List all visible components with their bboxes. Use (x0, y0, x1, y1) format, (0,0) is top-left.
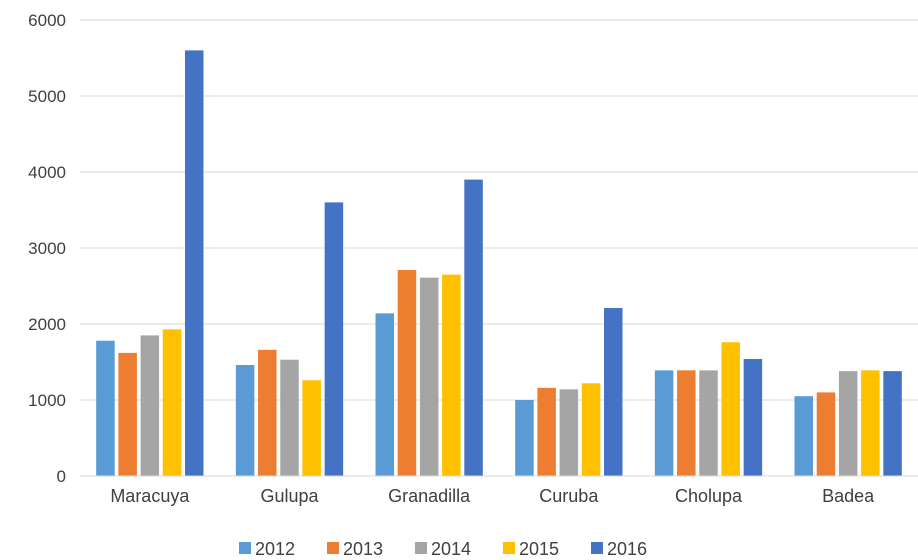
y-tick-label: 1000 (28, 391, 66, 410)
x-tick-label: Badea (822, 486, 875, 506)
bar-maracuya-2012 (96, 340, 115, 476)
legend-swatch (503, 542, 515, 554)
bar-maracuya-2013 (118, 352, 137, 476)
bar-gulupa-2014 (280, 359, 299, 476)
bar-curuba-2014 (559, 389, 579, 476)
bar-badea-2012 (794, 396, 814, 476)
bar-gulupa-2016 (324, 202, 344, 476)
y-tick-label: 2000 (28, 315, 66, 334)
legend-label: 2015 (519, 539, 559, 559)
bar-maracuya-2016 (184, 50, 204, 477)
x-axis: Maracuya Gulupa Granadilla Curuba Cholupa Bad… (110, 486, 875, 506)
y-tick-label: 0 (57, 467, 66, 486)
legend-swatch (327, 542, 339, 554)
bar-gulupa-2013 (258, 349, 277, 476)
y-axis: 0 1000 2000 3000 4000 5000 6000 (28, 11, 66, 486)
bar-curuba-2013 (537, 387, 556, 476)
bar-badea-2014 (838, 371, 858, 476)
legend-label: 2014 (431, 539, 471, 559)
legend-item-2014: 2014 (415, 539, 471, 559)
bars (96, 50, 902, 477)
legend-label: 2012 (255, 539, 295, 559)
bar-granadilla-2013 (397, 270, 417, 476)
bar-curuba-2012 (515, 400, 534, 476)
x-tick-label: Gulupa (260, 486, 319, 506)
x-tick-label: Cholupa (675, 486, 743, 506)
bar-maracuya-2015 (162, 329, 182, 476)
bar-granadilla-2015 (442, 274, 461, 476)
bar-granadilla-2016 (464, 179, 483, 476)
bar-badea-2013 (816, 392, 836, 476)
bar-badea-2016 (883, 371, 902, 476)
bar-gulupa-2015 (302, 380, 321, 476)
legend-swatch (239, 542, 251, 554)
y-tick-label: 3000 (28, 239, 66, 258)
bar-maracuya-2014 (140, 335, 160, 476)
bar-curuba-2016 (603, 308, 623, 476)
bar-cholupa-2012 (654, 370, 674, 476)
bar-badea-2015 (861, 370, 880, 476)
x-tick-label: Curuba (539, 486, 599, 506)
legend-label: 2016 (607, 539, 647, 559)
legend-swatch (415, 542, 427, 554)
bar-cholupa-2014 (699, 370, 718, 476)
legend-item-2016: 2016 (591, 539, 647, 559)
y-tick-label: 5000 (28, 87, 66, 106)
legend: 2012 2013 2014 2015 2016 (239, 539, 647, 559)
x-tick-label: Granadilla (388, 486, 471, 506)
gridlines (80, 19, 918, 401)
legend-swatch (591, 542, 603, 554)
y-tick-label: 4000 (28, 163, 66, 182)
legend-item-2015: 2015 (503, 539, 559, 559)
bar-granadilla-2014 (419, 277, 439, 476)
legend-label: 2013 (343, 539, 383, 559)
bar-cholupa-2013 (677, 370, 696, 476)
legend-item-2012: 2012 (239, 539, 295, 559)
x-tick-label: Maracuya (110, 486, 190, 506)
bar-cholupa-2015 (721, 342, 740, 476)
y-tick-label: 6000 (28, 11, 66, 30)
bar-gulupa-2012 (235, 365, 255, 476)
bar-curuba-2015 (581, 383, 601, 476)
bar-cholupa-2016 (743, 358, 763, 476)
legend-item-2013: 2013 (327, 539, 383, 559)
bar-granadilla-2012 (375, 313, 395, 476)
